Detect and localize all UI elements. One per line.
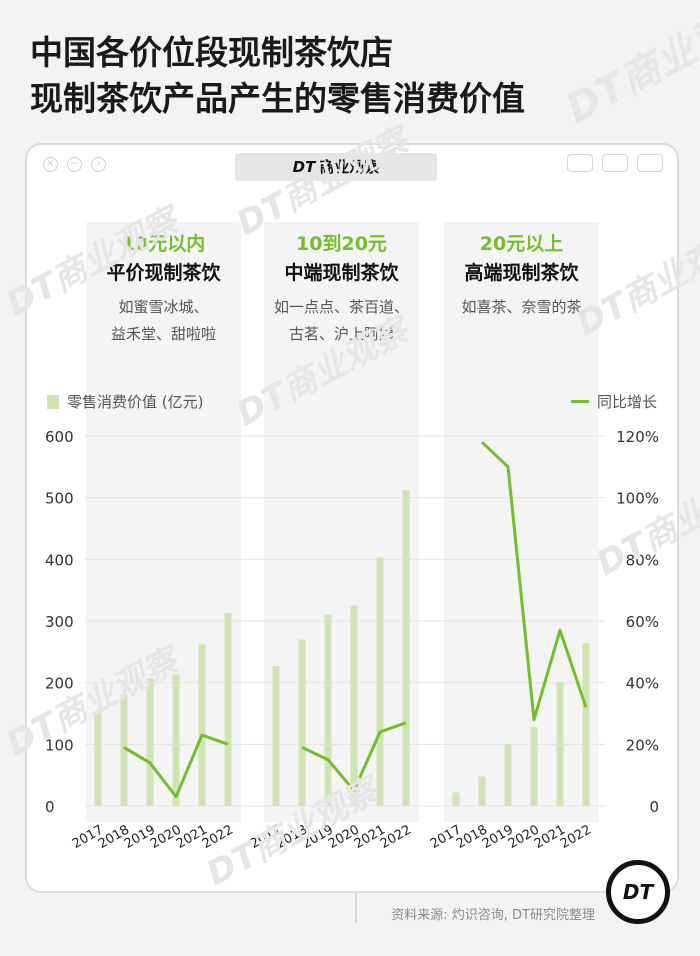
tier-brands: 如喜茶、奈雪的茶 <box>444 294 599 321</box>
bar <box>350 605 358 806</box>
source-note: 资料来源: 灼识咨询, DT研究院整理 <box>391 908 595 923</box>
legend-line: 同比增长 <box>570 391 657 412</box>
tier-name: 高端现制茶饮 <box>464 262 579 284</box>
tier-budget: 10元以内 平价现制茶饮 如蜜雪冰城、 益禾堂、甜啦啦 <box>86 230 241 348</box>
expand-icon: › <box>91 157 106 172</box>
lock-icon <box>602 154 628 172</box>
bar <box>530 727 538 806</box>
title-line-2: 现制茶饮产品产生的零售消费价值 <box>30 79 525 118</box>
minimize-icon: − <box>67 157 82 172</box>
tier-brands-line: 如蜜雪冰城、 <box>118 298 209 316</box>
tier-brands-line: 古茗、沪上阿姨 <box>288 325 394 343</box>
tier-brands-line: 如喜茶、奈雪的茶 <box>461 298 582 316</box>
y-tick-label-left: 0 <box>45 798 55 816</box>
chart-svg: 600 120% 500 100% 400 80% 300 60% 200 40% 100 20% 0 0… <box>45 428 659 852</box>
record-icon <box>567 154 593 172</box>
title-line-1: 中国各价位段现制茶饮店 <box>30 33 393 72</box>
tier-brands: 如蜜雪冰城、 益禾堂、甜啦啦 <box>86 294 241 348</box>
tier-name: 中端现制茶饮 <box>284 262 399 284</box>
tier-price: 10到20元 <box>296 233 387 255</box>
chart-panel: × − › DT 商业观察 10元以内 平价现制茶饮 如蜜雪冰城、 益禾堂、甜啦啦… <box>0 121 700 894</box>
line-swatch <box>570 400 589 403</box>
bar <box>272 666 280 806</box>
close-icon: × <box>43 157 58 172</box>
y-tick-label-left: 400 <box>45 551 74 569</box>
y-tick-label-right: 60% <box>626 613 659 631</box>
bar-swatch <box>47 395 59 409</box>
tier-price: 10元以内 <box>121 233 206 255</box>
y-tick-label-left: 300 <box>45 613 74 631</box>
bar <box>582 643 590 806</box>
y-tick-label-right: 100% <box>616 490 659 508</box>
bar <box>298 639 306 806</box>
bar <box>146 678 154 806</box>
y-tick-label-right: 40% <box>626 675 659 693</box>
legend-bars: 零售消费价值 (亿元) <box>47 391 203 412</box>
bar <box>402 490 410 806</box>
brand-mark: DT <box>292 158 316 176</box>
y-tick-label-left: 200 <box>45 675 74 693</box>
bar <box>478 776 486 806</box>
bar <box>452 792 460 806</box>
column-bg-3 <box>444 222 599 822</box>
bar <box>172 674 180 806</box>
tier-mid: 10到20元 中端现制茶饮 如一点点、茶百道、 古茗、沪上阿姨 <box>264 230 419 348</box>
bar <box>504 744 512 806</box>
column-bg-1 <box>86 222 241 822</box>
tier-brands-line: 益禾堂、甜啦啦 <box>110 325 216 343</box>
tier-premium: 20元以上 高端现制茶饮 如喜茶、奈雪的茶 <box>444 230 599 321</box>
watermark-top: DT商业观察 <box>558 0 700 133</box>
tier-brands: 如一点点、茶百道、 古茗、沪上阿姨 <box>264 294 419 348</box>
brand-tab: DT 商业观察 <box>235 153 437 181</box>
tier-name: 平价现制茶饮 <box>106 262 221 284</box>
y-tick-label-left: 500 <box>45 490 74 508</box>
bar <box>94 712 102 806</box>
growth-line <box>480 441 588 722</box>
bar <box>376 557 384 806</box>
window-bar: × − › DT 商业观察 <box>27 145 677 185</box>
y-tick-label-right: 20% <box>626 736 659 754</box>
tier-price: 20元以上 <box>479 233 564 255</box>
brand-name: 商业观察 <box>319 158 380 176</box>
y-tick-label-right: 0 <box>649 798 659 816</box>
legend-line-label: 同比增长 <box>596 393 657 411</box>
tier-brands-line: 如一点点、茶百道、 <box>273 298 409 316</box>
bar <box>556 682 564 806</box>
y-tick-label-right: 120% <box>616 428 659 446</box>
page-title: 中国各价位段现制茶饮店 现制茶饮产品产生的零售消费价值 <box>30 30 525 122</box>
bar <box>120 694 128 806</box>
y-tick-label-left: 600 <box>45 428 74 446</box>
dt-logo: DT <box>606 860 670 924</box>
bar <box>198 644 206 806</box>
copy-icon <box>637 154 663 172</box>
bar <box>324 614 332 806</box>
source-divider <box>355 893 357 923</box>
x-tick-label: 2022 <box>378 822 414 852</box>
legend-bar-label: 零售消费价值 (亿元) <box>67 393 204 411</box>
column-bg-2 <box>264 222 419 822</box>
y-tick-label-left: 100 <box>45 736 74 754</box>
x-tick-label: 2022 <box>558 822 594 852</box>
bar <box>224 612 232 806</box>
y-tick-label-right: 80% <box>626 551 659 569</box>
